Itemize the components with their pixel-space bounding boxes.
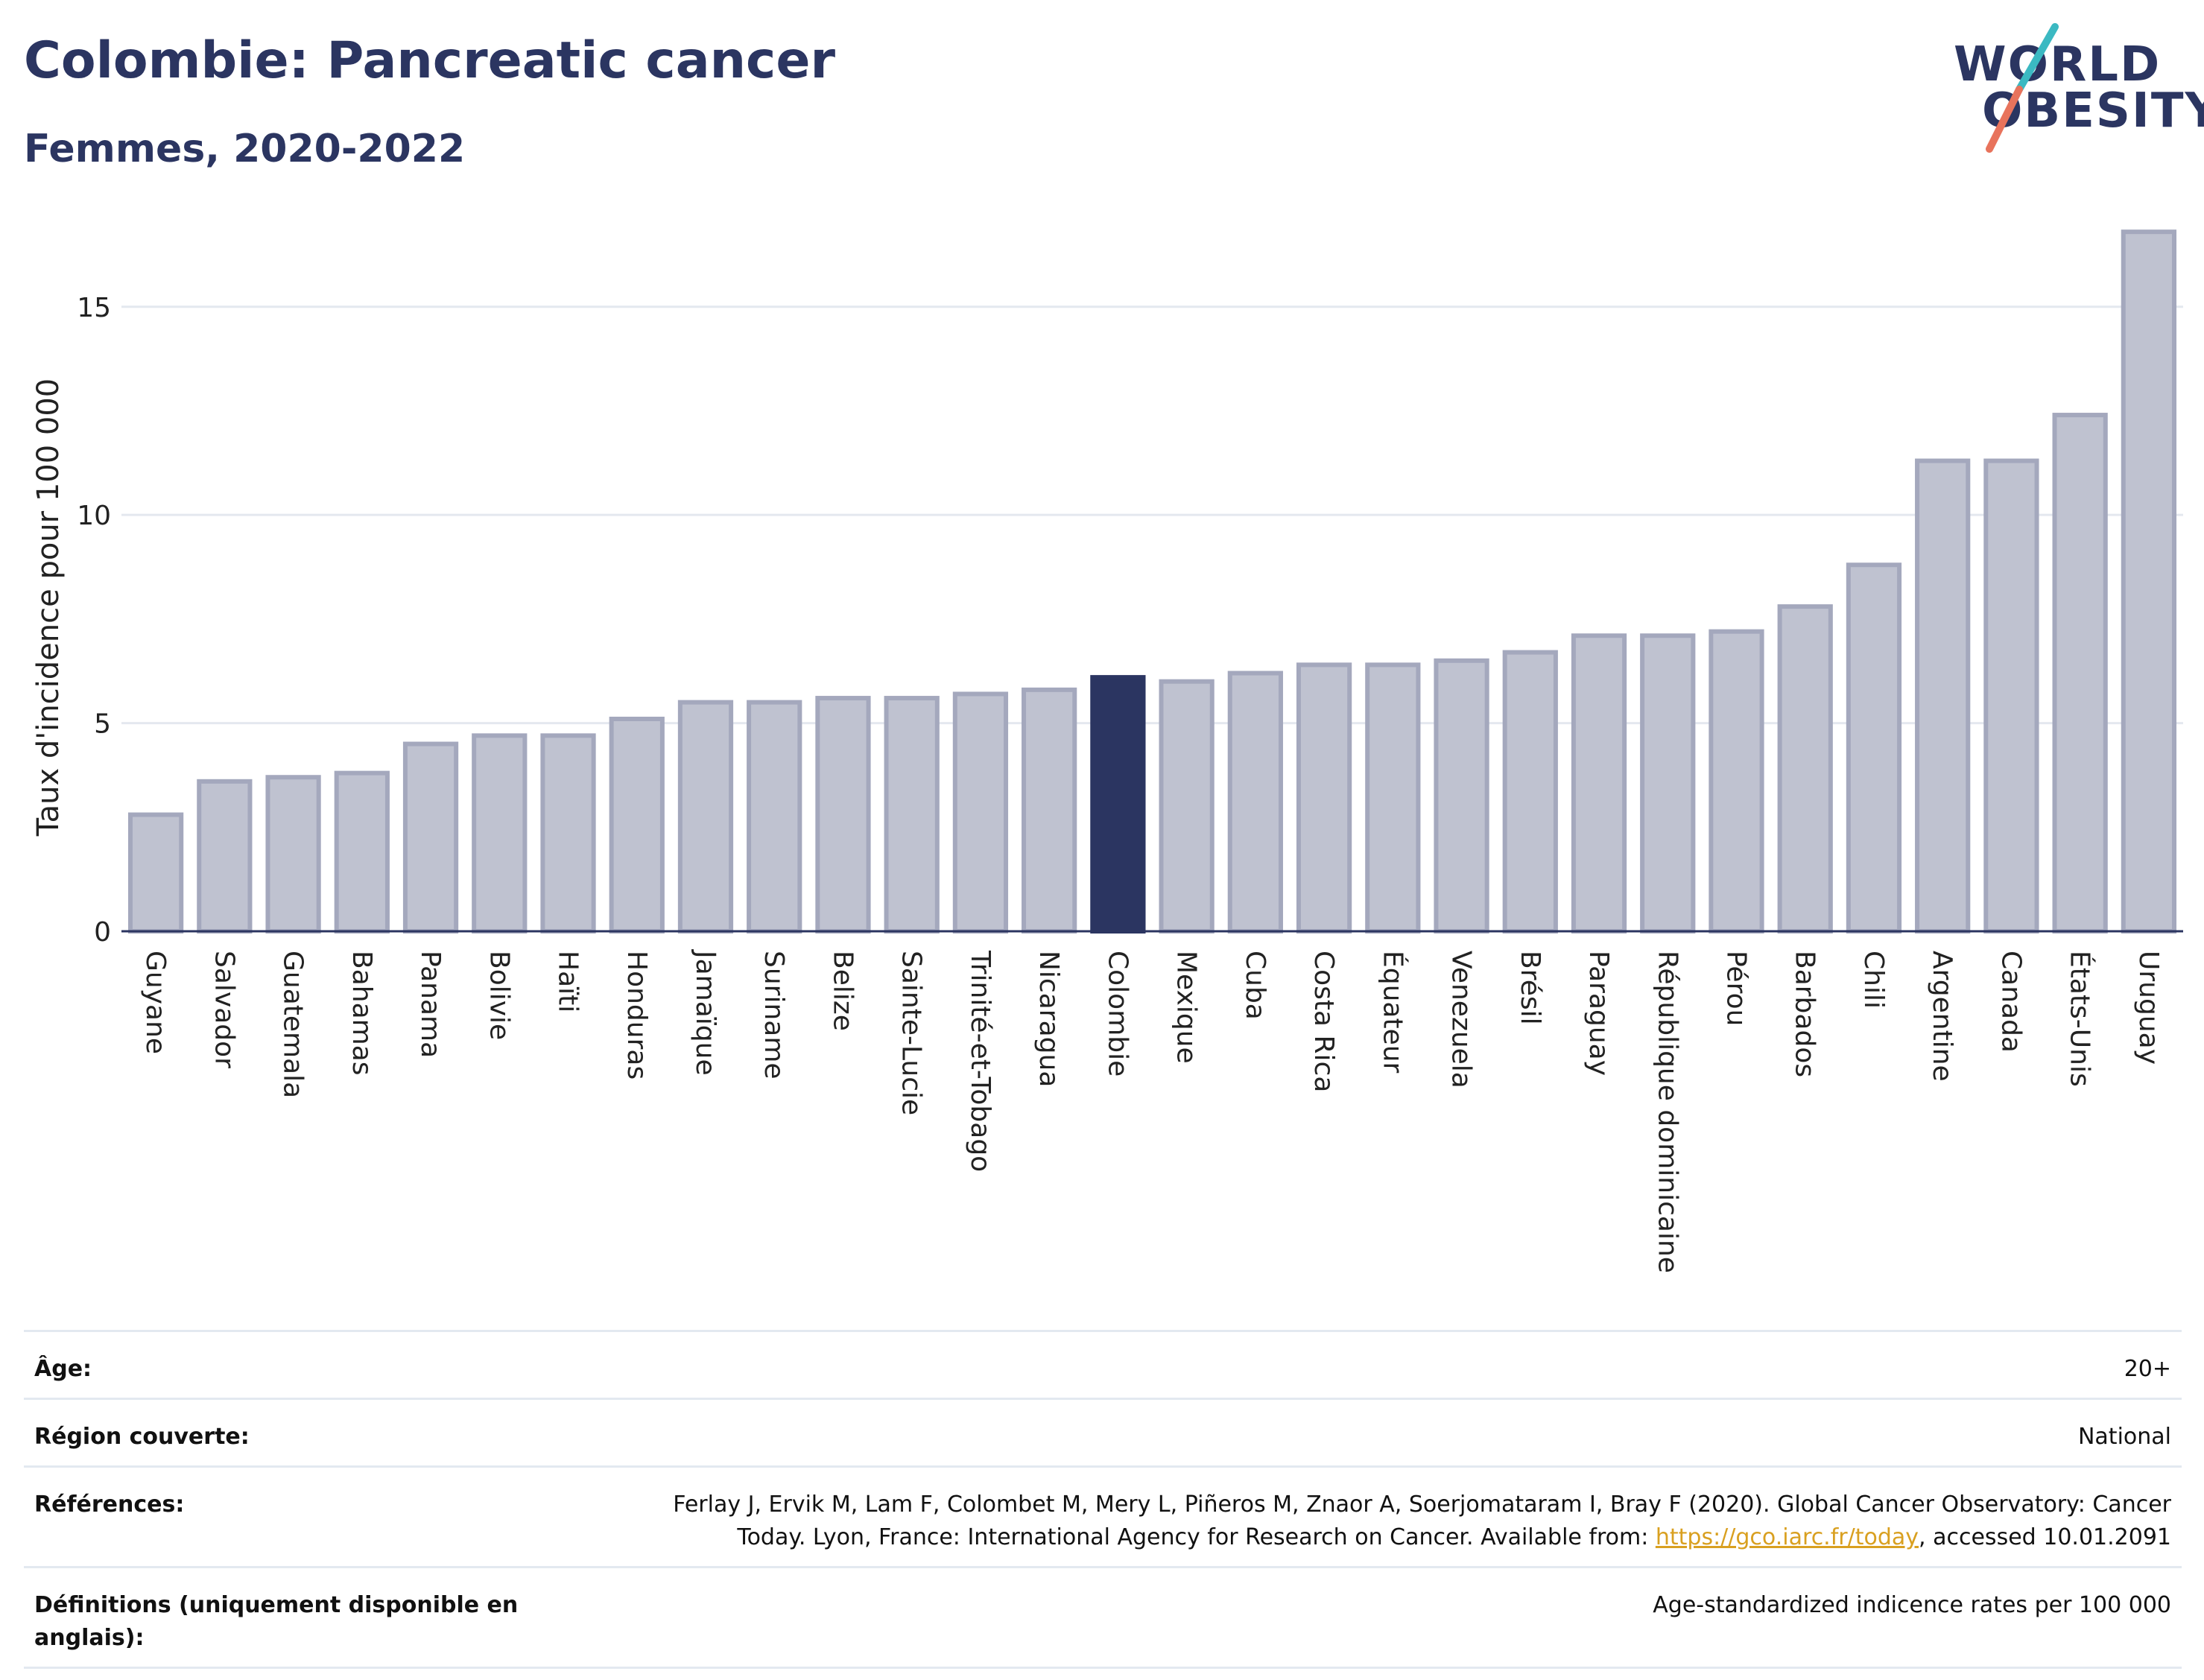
- bar: [265, 775, 321, 933]
- bar: [1296, 662, 1352, 934]
- meta-references-text-3: , accessed 10.01.2091: [1919, 1524, 2171, 1550]
- x-tick-label: Argentine: [1927, 951, 1957, 1082]
- meta-row-region: Région couverte: National: [24, 1400, 2182, 1468]
- meta-age-value: 20+: [2124, 1356, 2171, 1382]
- bar: [815, 696, 871, 933]
- meta-references-line-1: Ferlay J, Ervik M, Lam F, Colombet M, Me…: [673, 1492, 2171, 1518]
- x-tick-label: Trinité-et-Tobago: [965, 950, 995, 1172]
- bar: [2121, 229, 2177, 934]
- bar: [402, 741, 459, 933]
- bar: [1159, 679, 1215, 933]
- chart-subtitle: Femmes, 2020-2022: [24, 127, 466, 171]
- x-tick-label: Sainte-Lucie: [896, 951, 927, 1115]
- x-tick-label: Venezuela: [1446, 951, 1477, 1088]
- x-tick-label: Honduras: [621, 951, 652, 1080]
- meta-definitions-value: Age-standardized indicence rates per 100…: [1653, 1592, 2171, 1618]
- metadata-table: Âge: 20+ Région couverte: National Référ…: [24, 1330, 2182, 1669]
- x-tick-label: États-Unis: [2065, 951, 2096, 1087]
- world-obesity-logo: WORLD OBESITY: [1937, 22, 2204, 156]
- meta-row-definitions: Définitions (uniquement disponible en an…: [24, 1568, 2182, 1669]
- x-tick-label: Chili: [1858, 951, 1889, 1009]
- y-tick-label: 0: [94, 917, 111, 948]
- chart-title: Colombie: Pancreatic cancer: [24, 31, 835, 90]
- x-tick-label: Costa Rica: [1308, 951, 1339, 1092]
- meta-references-value: Ferlay J, Ervik M, Lam F, Colombet M, Me…: [526, 1489, 2171, 1554]
- bar: [1434, 658, 1489, 933]
- meta-references-text-2: Today. Lyon, France: International Agenc…: [737, 1524, 1656, 1550]
- bar: [1502, 650, 1558, 934]
- bar: [540, 733, 596, 934]
- x-tick-label: Suriname: [759, 951, 789, 1080]
- meta-definitions-label: Définitions (uniquement disponible en an…: [34, 1592, 519, 1651]
- bar: [197, 779, 253, 934]
- meta-region-value: National: [2077, 1424, 2171, 1450]
- x-tick-label: Canada: [1995, 951, 2026, 1053]
- x-tick-label: Jamaïque: [690, 949, 721, 1076]
- bar-chart: 0 5 10 15 Taux d'incidence pour 100 000 Guyan…: [31, 229, 2183, 1273]
- y-axis-title: Taux d'incidence pour 100 000: [31, 378, 66, 837]
- bar: [334, 770, 390, 933]
- bar: [1227, 671, 1283, 933]
- bar: [1640, 633, 1696, 933]
- bar: [1915, 458, 1971, 933]
- x-tick-label: Salvador: [209, 951, 239, 1068]
- bar: [1777, 604, 1833, 934]
- x-tick-label: Bolivie: [484, 951, 514, 1040]
- y-tick-label: 10: [77, 501, 111, 531]
- meta-row-references: Références: Ferlay J, Ervik M, Lam F, Co…: [24, 1468, 2182, 1568]
- x-tick-label: Nicaragua: [1033, 951, 1064, 1087]
- bar: [1022, 687, 1077, 933]
- meta-references-label: Références:: [34, 1492, 185, 1518]
- bar: [127, 812, 184, 933]
- bar: [2052, 413, 2108, 933]
- bar: [747, 700, 802, 933]
- x-tick-label: Pérou: [1720, 951, 1751, 1026]
- x-tick-label: Mexique: [1171, 951, 1202, 1064]
- x-tick-label: Bahamas: [346, 951, 377, 1076]
- bar: [952, 691, 1009, 933]
- x-tick-label: Belize: [827, 951, 858, 1031]
- x-tick-label: Colombie: [1102, 951, 1133, 1077]
- bar: [1571, 633, 1627, 933]
- bar: [677, 700, 734, 933]
- bar: [1846, 562, 1902, 933]
- bar: [1365, 662, 1421, 934]
- bar: [1983, 458, 2039, 933]
- x-tick-label: République dominicaine: [1652, 951, 1682, 1273]
- meta-region-label: Région couverte:: [34, 1424, 250, 1450]
- x-tick-label: Barbados: [1790, 951, 1820, 1077]
- x-tick-label: Haïti: [553, 951, 583, 1012]
- bar: [1090, 675, 1146, 934]
- y-tick-label: 15: [77, 293, 111, 323]
- x-tick-label: Paraguay: [1583, 951, 1614, 1076]
- meta-references-line-2: Today. Lyon, France: International Agenc…: [526, 1521, 2171, 1554]
- x-tick-label: Uruguay: [2133, 951, 2164, 1065]
- x-tick-label: Cuba: [1240, 951, 1270, 1020]
- meta-age-label: Âge:: [34, 1356, 92, 1382]
- x-tick-label: Guyane: [140, 951, 171, 1054]
- bar: [1709, 629, 1764, 933]
- x-tick-label: Panama: [415, 951, 446, 1058]
- x-tick-label: Guatemala: [278, 951, 308, 1098]
- logo-line-1: WORLD: [1954, 37, 2162, 92]
- x-tick-label: Brésil: [1515, 951, 1545, 1025]
- x-tick-label: Équateur: [1377, 951, 1408, 1074]
- logo-slash-icon: [1986, 23, 2059, 153]
- bar: [884, 696, 940, 933]
- bar: [609, 717, 665, 933]
- bar: [472, 733, 528, 934]
- y-tick-label: 5: [94, 709, 111, 740]
- meta-row-age: Âge: 20+: [24, 1332, 2182, 1400]
- meta-references-link[interactable]: https://gco.iarc.fr/today: [1655, 1524, 1919, 1550]
